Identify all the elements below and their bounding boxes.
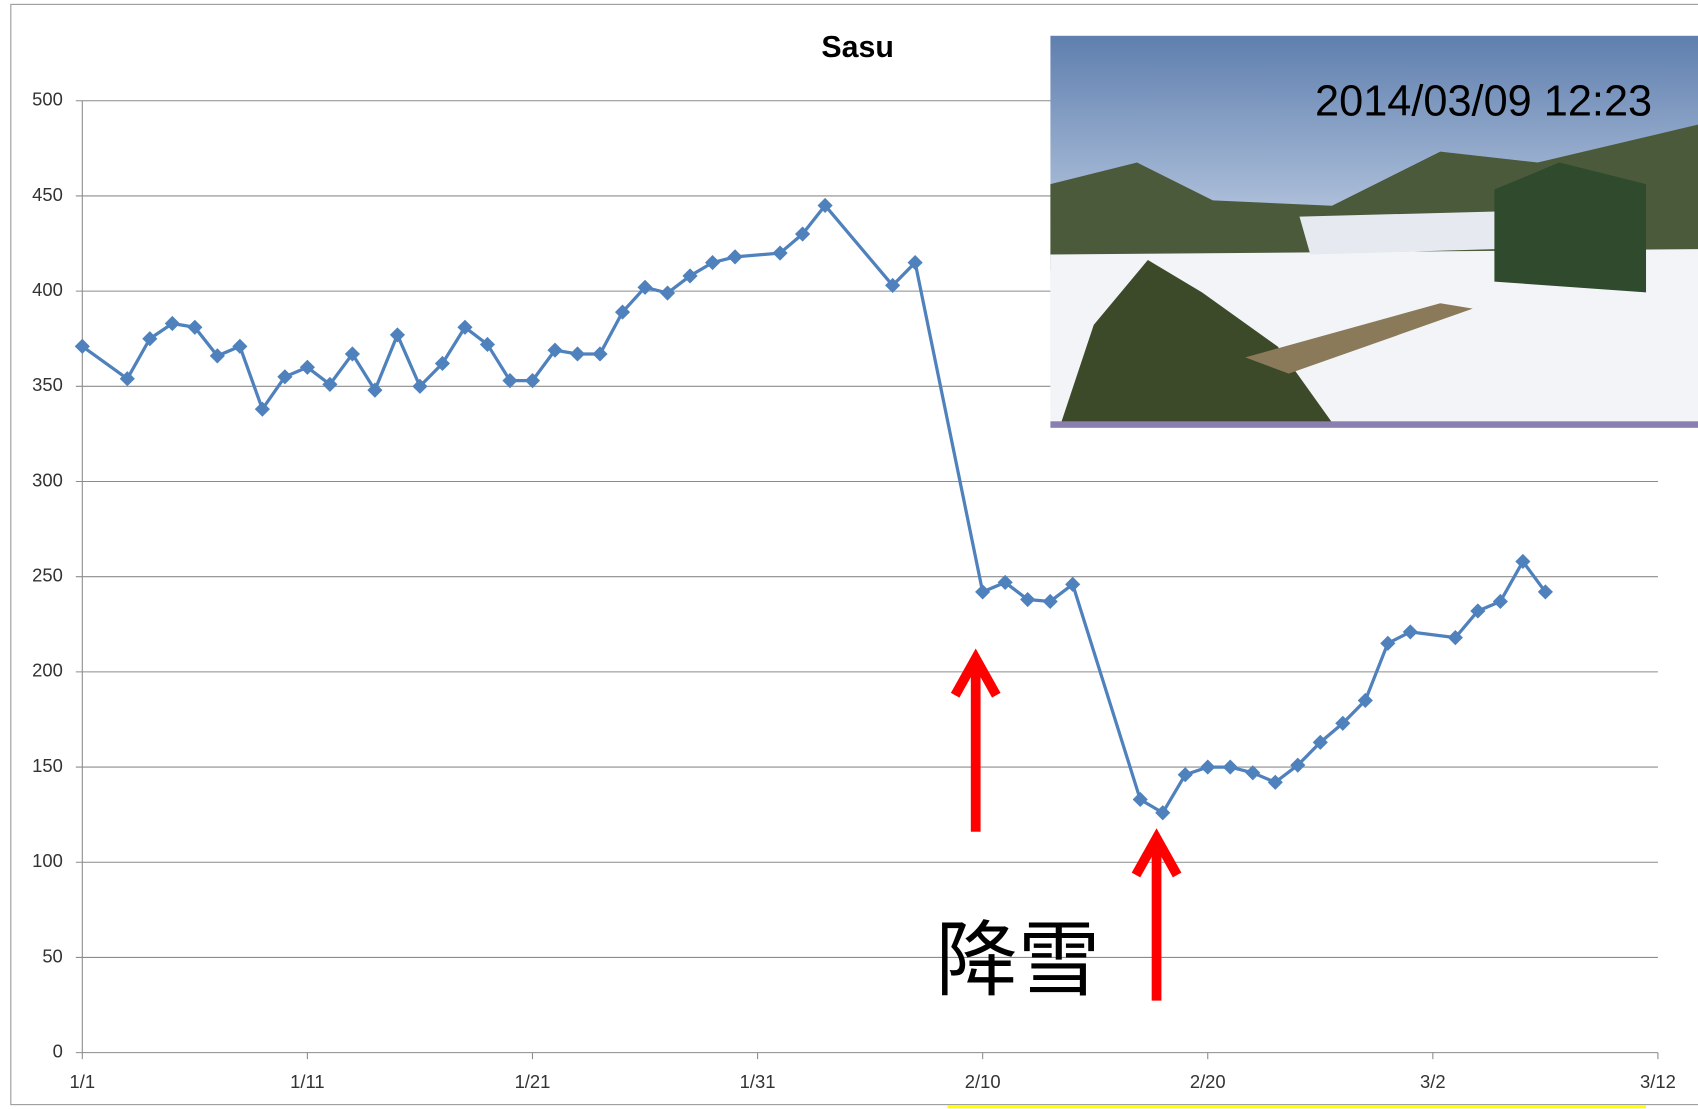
- marker: [1537, 584, 1553, 600]
- marker: [727, 249, 743, 265]
- photo-timestamp: 2014/03/09 12:23: [1315, 77, 1652, 125]
- chart-title: Sasu: [821, 31, 893, 64]
- marker: [772, 245, 788, 261]
- y-tick-label: 500: [32, 89, 63, 110]
- marker: [232, 338, 248, 354]
- y-tick-label: 300: [32, 469, 63, 490]
- marker: [344, 346, 360, 362]
- marker: [1290, 757, 1306, 773]
- marker: [1312, 734, 1328, 750]
- marker: [547, 342, 563, 358]
- marker: [1380, 635, 1396, 651]
- marker: [142, 331, 158, 347]
- marker: [592, 346, 608, 362]
- marker: [1492, 593, 1508, 610]
- x-tick-label: 1/1: [70, 1071, 96, 1092]
- x-tick-label: 2/10: [965, 1071, 1001, 1092]
- marker: [1177, 767, 1193, 783]
- marker: [254, 401, 270, 417]
- marker: [1470, 603, 1486, 619]
- x-tick-label: 1/11: [290, 1071, 324, 1092]
- x-tick-label: 3/12: [1640, 1071, 1676, 1092]
- x-tick-label: 1/21: [515, 1071, 551, 1092]
- y-tick-label: 400: [32, 279, 63, 300]
- marker: [299, 359, 315, 375]
- marker: [1065, 576, 1081, 592]
- marker: [1447, 630, 1463, 646]
- webcam-photo: 2014/03/09 12:23: [1050, 35, 1698, 428]
- y-tick-label: 450: [32, 184, 63, 205]
- marker: [1132, 791, 1148, 808]
- y-tick-label: 250: [32, 565, 63, 586]
- marker: [795, 226, 811, 242]
- marker: [1357, 692, 1373, 709]
- marker: [74, 338, 90, 354]
- y-tick-label: 350: [32, 374, 63, 395]
- marker: [569, 346, 586, 362]
- chart-border: [10, 3, 1698, 1106]
- marker: [885, 277, 901, 294]
- marker: [704, 255, 721, 271]
- marker: [502, 373, 518, 389]
- y-tick-label: 50: [42, 945, 62, 966]
- marker: [1042, 593, 1058, 610]
- annotation: 降雪: [936, 913, 1101, 1008]
- arrow: [950, 648, 1001, 832]
- marker: [209, 348, 225, 364]
- y-tick-label: 0: [53, 1040, 63, 1061]
- y-tick-label: 200: [32, 660, 63, 681]
- marker: [1515, 553, 1531, 570]
- marker: [164, 315, 180, 332]
- marker: [524, 373, 541, 389]
- marker: [119, 371, 135, 387]
- marker: [1155, 805, 1171, 821]
- x-tick-label: 2/20: [1190, 1071, 1226, 1092]
- marker: [457, 319, 473, 335]
- marker: [975, 584, 991, 600]
- y-tick-label: 100: [32, 850, 63, 871]
- marker: [277, 369, 293, 385]
- marker: [1222, 759, 1238, 775]
- y-tick-label: 150: [32, 755, 63, 776]
- arrow: [1131, 828, 1182, 1001]
- marker: [1402, 624, 1418, 640]
- x-tick-label: 3/2: [1420, 1071, 1446, 1092]
- marker: [1245, 765, 1261, 781]
- x-tick-label: 1/31: [740, 1071, 776, 1092]
- marker: [1200, 759, 1216, 775]
- marker: [389, 327, 406, 343]
- marker: [187, 319, 203, 335]
- marker: [479, 336, 496, 353]
- marker: [907, 255, 923, 271]
- marker: [1020, 591, 1036, 608]
- marker: [367, 382, 383, 398]
